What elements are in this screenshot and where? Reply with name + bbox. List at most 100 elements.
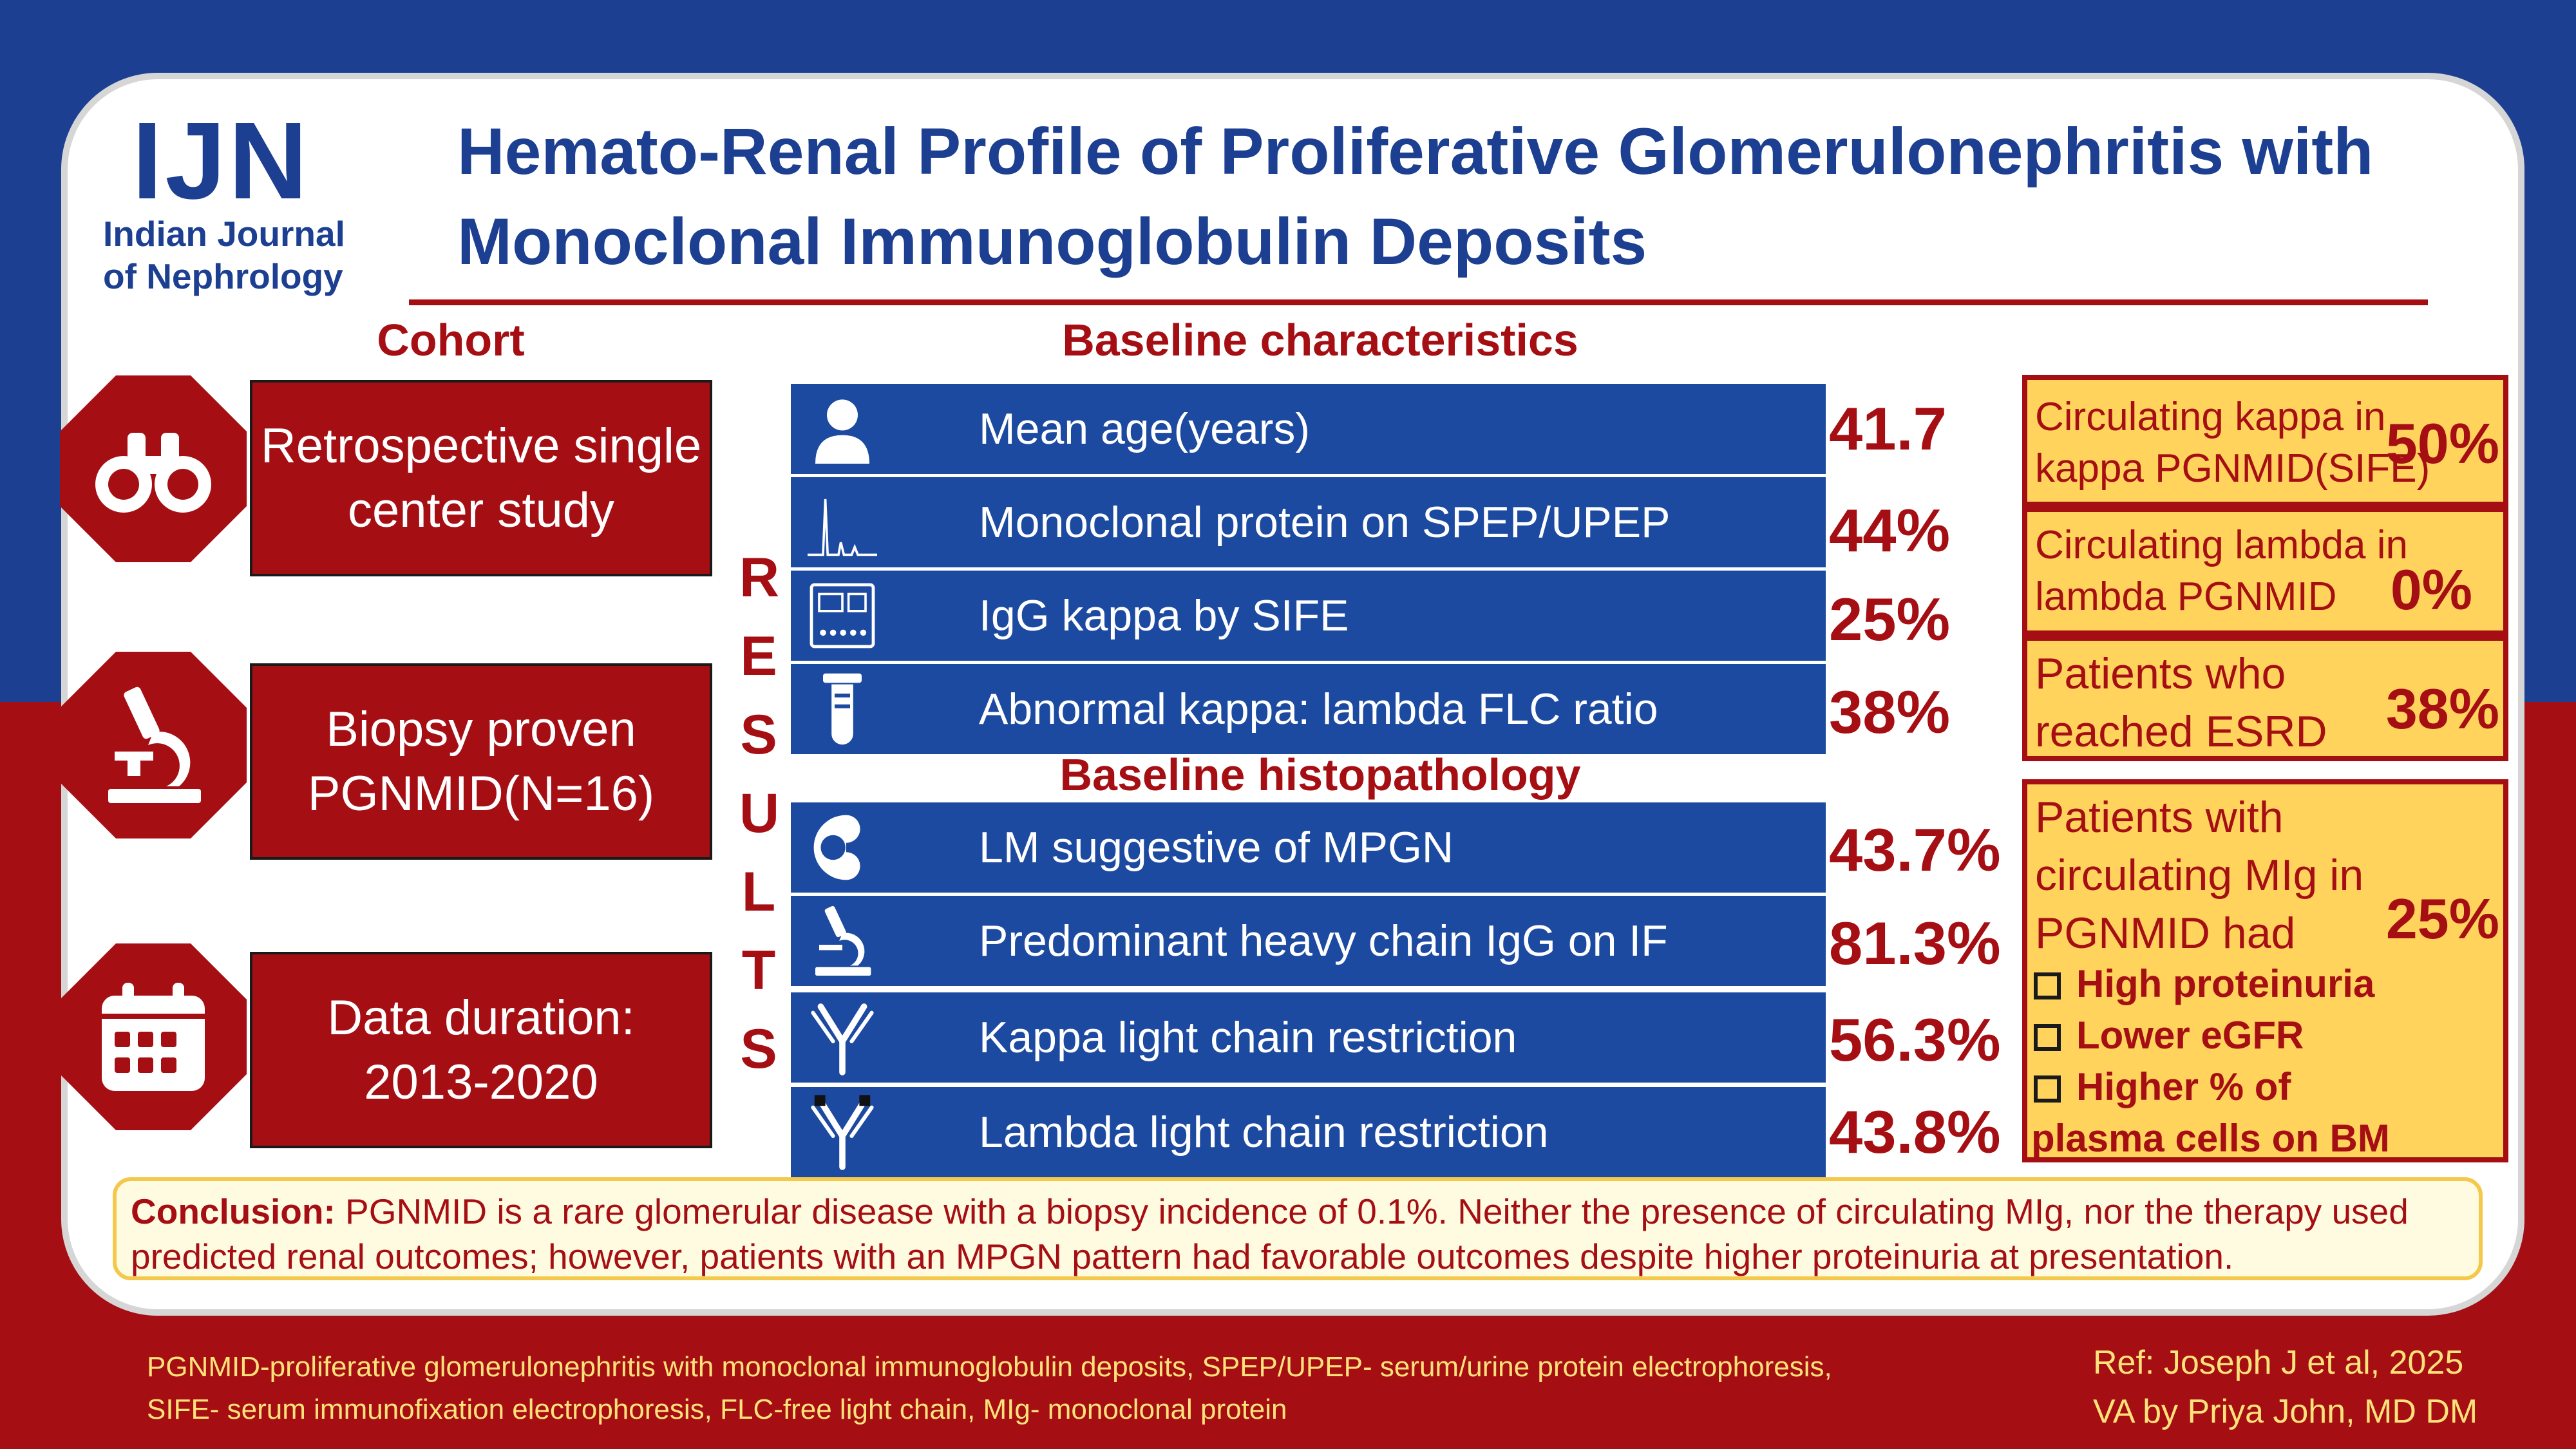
finding-item: Higher % of — [2027, 1061, 2390, 1113]
cohort-icon-badge — [60, 943, 247, 1130]
side-result-line: reached ESRD — [2035, 707, 2327, 756]
abbreviations-line: SIFE- serum immunofixation electrophores… — [147, 1394, 1287, 1425]
logo-subtitle: Indian Journal of Nephrology — [103, 213, 374, 298]
side-result-esrd: Patients who reached ESRD 38% — [2022, 636, 2508, 761]
histo-row-kappa: Kappa light chain restriction — [791, 992, 1826, 1083]
row-value: 43.7% — [1829, 816, 2001, 884]
credits: Ref: Joseph J et al, 2025 VA by Priya Jo… — [2093, 1338, 2544, 1436]
results-letter: R — [739, 547, 780, 609]
person-icon — [815, 399, 869, 464]
finding-item: High proteinuria — [2027, 958, 2390, 1010]
row-value: 56.3% — [1829, 1006, 2001, 1074]
side-result-value: 50% — [2385, 412, 2499, 475]
conclusion-text: PGNMID is a rare glomerular disease with… — [131, 1191, 2409, 1276]
antibody-icon — [811, 1095, 874, 1170]
cohort-duration: Data duration: 2013-2020 — [250, 952, 712, 1148]
binoculars-icon — [95, 433, 211, 513]
logo-subtitle-line1: Indian Journal — [103, 214, 345, 254]
finding-item: Lower eGFR — [2027, 1010, 2390, 1061]
conclusion-label: Conclusion: — [131, 1191, 336, 1231]
side-result-kappa: Circulating kappa in kappa PGNMID(SIFE) … — [2022, 375, 2508, 507]
checkbox-icon — [2034, 1024, 2061, 1051]
title-line1: Hemato-Renal Profile of Proliferative Gl… — [457, 115, 2374, 188]
side-result-label: Patients who reached ESRD — [2035, 645, 2327, 761]
histo-row-heavy-chain: Predominant heavy chain IgG on IF — [791, 896, 1826, 986]
results-letter: L — [741, 861, 776, 923]
circulating-mig-line: circulating MIg in — [2035, 851, 2364, 900]
row-label: Predominant heavy chain IgG on IF — [979, 916, 1668, 965]
logo-mark: IJN — [132, 100, 310, 222]
side-result-line: Circulating lambda in — [2035, 523, 2408, 567]
checkbox-icon — [2034, 972, 2061, 999]
row-value: 44% — [1829, 497, 1951, 564]
row-value: 41.7 — [1829, 395, 1947, 462]
page-title: Hemato-Renal Profile of Proliferative Gl… — [457, 106, 2454, 287]
histo-row-lambda: Lambda light chain restriction — [791, 1087, 1826, 1177]
side-result-label: Circulating lambda in lambda PGNMID — [2035, 520, 2408, 623]
baseline-row-age: Mean age(years) — [791, 384, 1826, 474]
histo-row-mpgn: LM suggestive of MPGN — [791, 802, 1826, 893]
lab-analyzer-icon — [810, 583, 875, 649]
row-value: 38% — [1829, 678, 1951, 746]
circulating-mig-findings: High proteinuria Lower eGFR Higher % of … — [2027, 958, 2390, 1164]
author-credit: VA by Priya John, MD DM — [2093, 1393, 2478, 1430]
results-letter: E — [740, 625, 777, 687]
cohort-population: Biopsy proven PGNMID(N=16) — [250, 663, 712, 860]
side-result-value: 38% — [2385, 677, 2499, 741]
side-result-lambda: Circulating lambda in lambda PGNMID 0% — [2022, 507, 2508, 636]
conclusion-box: Conclusion: PGNMID is a rare glomerular … — [113, 1177, 2483, 1280]
results-letter: T — [741, 940, 776, 1001]
finding-text: plasma cells on BM — [2031, 1117, 2390, 1160]
side-result-line: Patients who — [2035, 649, 2286, 698]
side-result-line: kappa PGNMID(SIFE) — [2035, 446, 2430, 491]
row-label: Lambda light chain restriction — [979, 1108, 1549, 1157]
reference: Ref: Joseph J et al, 2025 — [2093, 1344, 2464, 1381]
row-label: Monoclonal protein on SPEP/UPEP — [979, 498, 1671, 547]
baseline-row-igg-kappa: IgG kappa by SIFE — [791, 571, 1826, 661]
finding-text: Higher % of — [2076, 1065, 2291, 1108]
title-line2: Monoclonal Immunoglobulin Deposits — [457, 205, 1647, 278]
row-label: LM suggestive of MPGN — [979, 823, 1454, 872]
side-result-value: 0% — [2390, 558, 2472, 621]
side-result-line: Circulating kappa in — [2035, 395, 2386, 439]
results-letter: S — [740, 1018, 777, 1080]
row-label: Abnormal kappa: lambda FLC ratio — [979, 685, 1658, 734]
checkbox-icon — [2034, 1075, 2061, 1103]
row-value: 43.8% — [1829, 1098, 2001, 1166]
circulating-mig-line: PGNMID had — [2035, 909, 2296, 958]
cohort-icon-badge — [60, 652, 247, 838]
title-divider — [409, 299, 2428, 305]
row-value: 81.3% — [1829, 909, 2001, 977]
row-value: 25% — [1829, 585, 1951, 653]
test-tube-icon — [823, 673, 862, 745]
calendar-icon — [102, 983, 205, 1091]
kidney-icon — [813, 815, 860, 880]
circulating-mig-label: Patients with circulating MIg in PGNMID … — [2035, 788, 2363, 962]
abbreviations: PGNMID-proliferative glomerulonephritis … — [147, 1346, 2014, 1431]
row-label: Mean age(years) — [979, 404, 1311, 453]
logo-subtitle-line2: of Nephrology — [103, 256, 343, 296]
microscope-icon — [815, 905, 871, 976]
baseline-row-flc-ratio: Abnormal kappa: lambda FLC ratio — [791, 664, 1826, 754]
microscope-icon — [108, 687, 201, 803]
finding-text: Lower eGFR — [2076, 1014, 2304, 1057]
baseline-heading: Baseline characteristics — [1062, 315, 1578, 365]
cohort-icon-badge — [60, 375, 247, 562]
circulating-mig-value: 25% — [2385, 887, 2499, 951]
row-label: IgG kappa by SIFE — [979, 591, 1349, 640]
baseline-row-monoclonal-protein: Monoclonal protein on SPEP/UPEP — [791, 477, 1826, 567]
row-label: Kappa light chain restriction — [979, 1013, 1517, 1062]
side-result-line: lambda PGNMID — [2035, 574, 2337, 619]
circulating-mig-box: Patients with circulating MIg in PGNMID … — [2022, 779, 2508, 1162]
antibody-icon — [811, 1003, 874, 1075]
circulating-mig-line: Patients with — [2035, 793, 2284, 842]
cohort-heading: Cohort — [377, 315, 525, 365]
histopathology-heading: Baseline histopathology — [1059, 750, 1581, 800]
results-letter: U — [739, 782, 780, 844]
journal-logo: IJN Indian Journal of Nephrology — [97, 106, 367, 299]
abbreviations-line: PGNMID-proliferative glomerulonephritis … — [147, 1351, 1832, 1383]
cohort-study-type: Retrospective single center study — [250, 380, 712, 576]
finding-text: High proteinuria — [2076, 962, 2375, 1005]
side-result-label: Circulating kappa in kappa PGNMID(SIFE) — [2035, 392, 2430, 495]
results-letter: S — [740, 704, 777, 766]
